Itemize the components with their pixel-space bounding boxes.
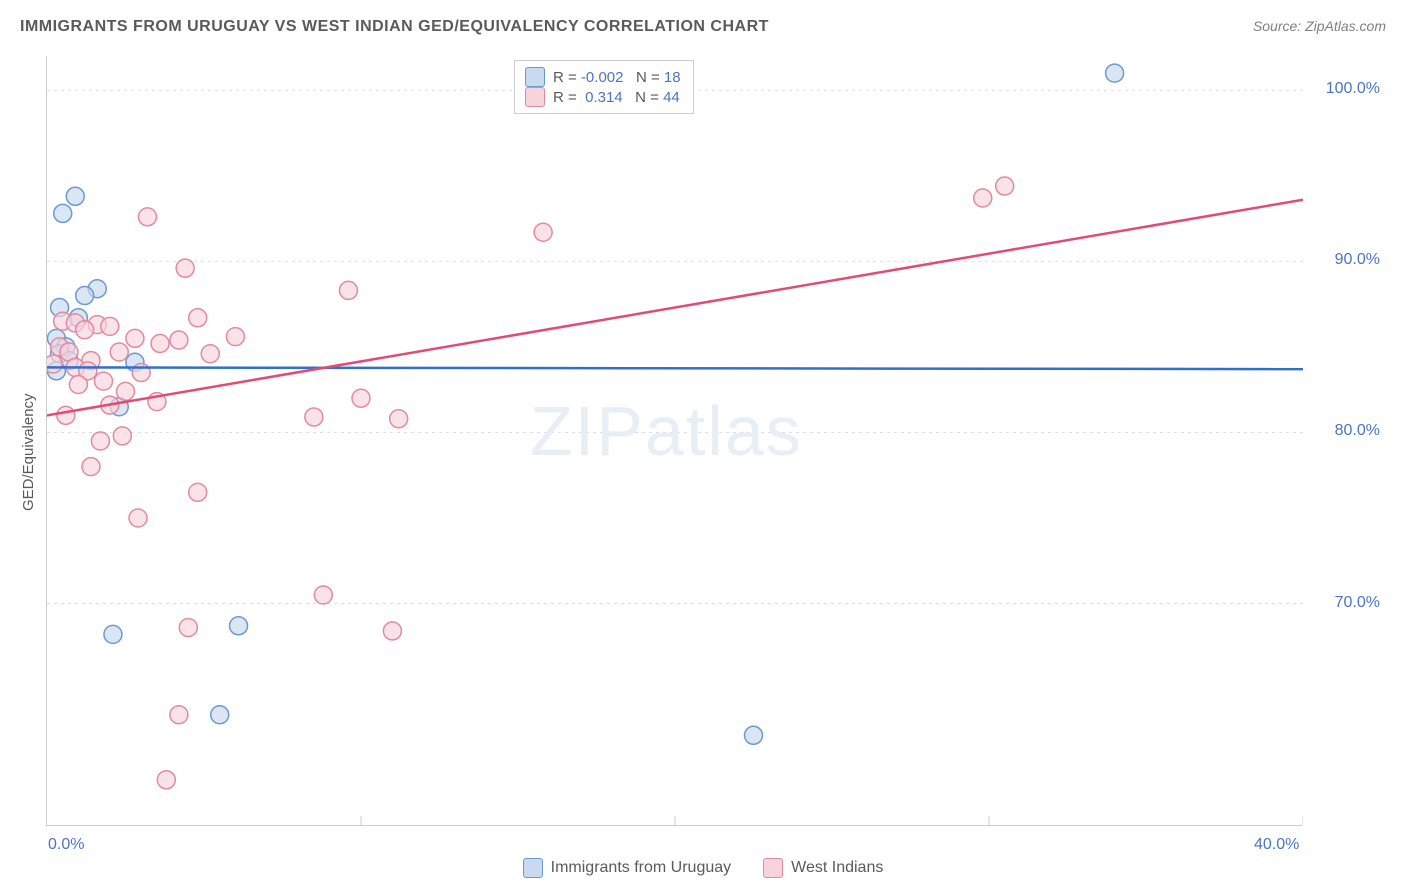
source-label: Source: ZipAtlas.com [1253, 18, 1386, 34]
legend-series-item: Immigrants from Uruguay [523, 858, 732, 878]
legend-swatch [523, 858, 543, 878]
chart-title: IMMIGRANTS FROM URUGUAY VS WEST INDIAN G… [20, 18, 769, 36]
x-tick-label: 40.0% [1254, 836, 1299, 854]
legend-swatch [525, 87, 545, 107]
legend-swatch [763, 858, 783, 878]
plot-area: ZIPatlas [46, 56, 1302, 826]
legend-stats: R = -0.002 N = 18 R = 0.314 N = 44 [514, 60, 694, 114]
x-tick-label: 0.0% [48, 836, 84, 854]
legend-swatch [525, 67, 545, 87]
y-tick-label: 80.0% [1310, 422, 1380, 440]
legend-series-label: Immigrants from Uruguay [551, 859, 732, 877]
y-axis-title: GED/Equivalency [20, 393, 37, 511]
y-tick-label: 100.0% [1310, 80, 1380, 98]
y-tick-label: 70.0% [1310, 594, 1380, 612]
legend-stats-text: R = -0.002 N = 18 [553, 69, 681, 86]
legend-series-label: West Indians [791, 859, 883, 877]
chart-svg [47, 56, 1303, 826]
legend-stats-row: R = 0.314 N = 44 [525, 87, 681, 107]
legend-stats-row: R = -0.002 N = 18 [525, 67, 681, 87]
legend-series: Immigrants from Uruguay West Indians [0, 858, 1406, 878]
y-tick-label: 90.0% [1310, 251, 1380, 269]
legend-stats-text: R = 0.314 N = 44 [553, 89, 680, 106]
legend-series-item: West Indians [763, 858, 883, 878]
